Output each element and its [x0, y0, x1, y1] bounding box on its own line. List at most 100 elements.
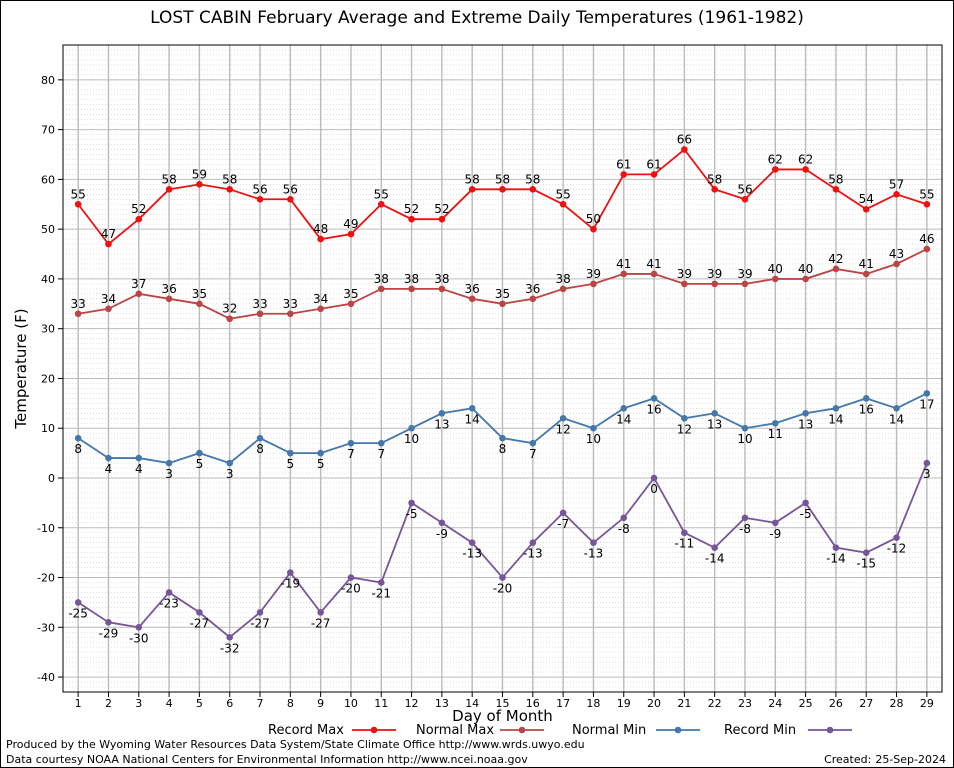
- record-max-data-label: 58: [828, 172, 843, 186]
- record-min-data-label: -27: [311, 616, 331, 630]
- record-min-point: [681, 529, 688, 537]
- y-tick-label: 70: [41, 124, 55, 137]
- record-max-point: [832, 186, 840, 193]
- data-courtesy-credit: Data courtesy NOAA National Centers for …: [6, 753, 528, 766]
- created-label: Created:: [824, 753, 872, 766]
- record-min-point: [862, 549, 870, 556]
- record-max-point: [135, 215, 143, 223]
- normal-min-point: [802, 409, 809, 417]
- normal-max-data-label: 41: [646, 257, 661, 271]
- normal-min-data-label: 10: [404, 432, 419, 446]
- normal-max-data-label: 38: [434, 272, 449, 286]
- record-min-point: [256, 609, 264, 616]
- record-min-point: [74, 599, 82, 606]
- normal-max-point: [620, 270, 628, 278]
- normal-max-point: [377, 285, 385, 293]
- normal-min-point: [711, 409, 718, 417]
- normal-min-point: [105, 454, 112, 462]
- normal-max-legend-marker: [518, 726, 526, 734]
- record-min-point: [650, 474, 658, 482]
- record-max-point: [893, 191, 900, 198]
- record-max-data-label: 58: [525, 172, 540, 186]
- normal-max-data-label: 39: [677, 267, 692, 281]
- normal-min-data-label: 16: [646, 402, 661, 416]
- normal-max-point: [468, 295, 476, 303]
- normal-max-point: [529, 295, 537, 303]
- record-min-point: [438, 519, 446, 527]
- record-max-data-label: 62: [798, 152, 813, 166]
- y-tick-label: -40: [37, 671, 55, 684]
- normal-min-point: [650, 395, 658, 402]
- record-min-point: [923, 459, 931, 467]
- record-min-point: [377, 579, 385, 586]
- normal-max-point: [499, 300, 506, 308]
- record-max-data-label: 58: [222, 172, 237, 186]
- record-max-data-label: 58: [465, 172, 480, 186]
- record-max-data-label: 52: [131, 202, 146, 216]
- y-tick-label: -30: [37, 621, 55, 634]
- x-tick-label: 25: [799, 697, 813, 710]
- record-min-data-label: -32: [220, 641, 240, 655]
- normal-min-data-label: 12: [677, 422, 692, 436]
- x-tick-label: 26: [829, 697, 843, 710]
- record-max-legend-label: Record Max: [268, 723, 344, 738]
- record-max-point: [590, 225, 597, 233]
- record-max-point: [74, 200, 82, 208]
- record-max-data-label: 48: [313, 222, 328, 236]
- record-max-point: [377, 200, 385, 208]
- normal-min-point: [377, 439, 385, 447]
- record-min-data-label: -19: [281, 577, 301, 591]
- record-min-point: [559, 509, 567, 517]
- record-min-data-label: -27: [190, 616, 210, 630]
- normal-max-data-label: 39: [707, 267, 722, 281]
- record-min-data-label: -8: [739, 522, 751, 536]
- y-tick-label: 50: [41, 223, 55, 236]
- normal-max-data-label: 39: [737, 267, 752, 281]
- x-tick-label: 17: [556, 697, 570, 710]
- normal-min-point: [468, 405, 476, 412]
- normal-min-data-label: 5: [196, 457, 204, 471]
- normal-min-point: [438, 409, 446, 417]
- x-tick-label: 3: [135, 697, 142, 710]
- record-max-data-label: 55: [919, 187, 934, 201]
- normal-max-data-label: 33: [283, 297, 298, 311]
- normal-min-point: [317, 449, 324, 457]
- normal-max-data-label: 40: [768, 262, 783, 276]
- record-min-data-label: -5: [800, 507, 812, 521]
- record-max-data-label: 56: [737, 182, 752, 196]
- normal-max-point: [408, 285, 415, 293]
- x-tick-label: 10: [344, 697, 358, 710]
- record-min-data-label: -8: [618, 522, 630, 536]
- normal-max-point: [832, 265, 840, 273]
- normal-min-data-label: 14: [465, 412, 480, 426]
- normal-max-data-label: 35: [192, 287, 207, 301]
- normal-min-point: [923, 390, 931, 397]
- normal-min-data-label: 11: [768, 427, 783, 441]
- normal-min-data-label: 8: [256, 442, 264, 456]
- normal-min-data-label: 10: [586, 432, 601, 446]
- normal-max-point: [256, 310, 264, 318]
- record-min-point: [165, 589, 173, 596]
- record-max-point: [620, 171, 628, 178]
- x-tick-label: 8: [287, 697, 294, 710]
- record-max-data-label: 56: [252, 182, 267, 196]
- x-tick-label: 2: [105, 697, 112, 710]
- record-min-point: [196, 609, 203, 616]
- record-max-data-label: 49: [343, 217, 358, 231]
- x-tick-label: 24: [768, 697, 782, 710]
- normal-min-point: [499, 434, 506, 442]
- normal-max-point: [105, 305, 112, 313]
- normal-min-data-label: 7: [347, 447, 355, 461]
- record-max-data-label: 55: [71, 187, 86, 201]
- normal-min-data-label: 3: [165, 467, 173, 481]
- normal-min-data-label: 3: [226, 467, 234, 481]
- y-tick-label: 0: [48, 472, 55, 485]
- normal-max-data-label: 35: [495, 287, 510, 301]
- record-min-point: [711, 544, 718, 551]
- record-min-data-label: -20: [341, 582, 361, 596]
- record-min-data-label: -14: [705, 552, 725, 566]
- normal-max-point: [196, 300, 203, 308]
- record-min-point: [620, 514, 628, 522]
- record-max-legend-marker: [370, 726, 378, 734]
- record-max-point: [681, 146, 688, 153]
